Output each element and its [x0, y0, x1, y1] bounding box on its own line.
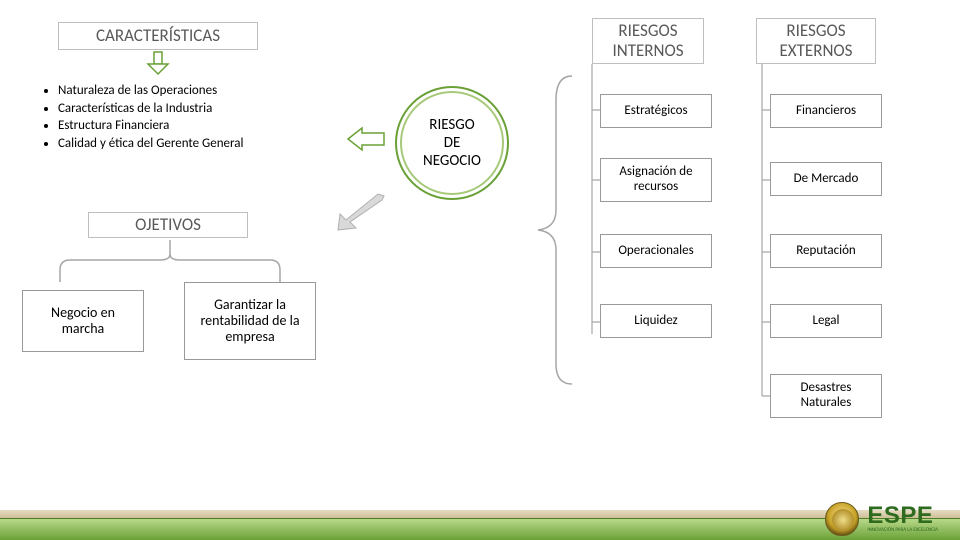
logo-text: ESPE — [867, 505, 938, 527]
interno-item: Asignación de recursos — [600, 158, 712, 202]
interno-item: Liquidez — [600, 304, 712, 338]
riesgos-internos-header: RIESGOS INTERNOS — [592, 18, 704, 64]
arrow-down-icon — [148, 52, 168, 76]
interno-4: Liquidez — [634, 314, 677, 329]
objetivos-title: OJETIVOS — [88, 212, 248, 238]
objetivos-title-text: OJETIVOS — [135, 215, 201, 235]
interno-2: Asignación de recursos — [609, 165, 703, 195]
logo-sub: INNOVACIÓN PARA LA EXCELENCIA — [867, 527, 938, 533]
interno-1: Estratégicos — [624, 104, 687, 119]
externo-1: Financieros — [796, 104, 856, 119]
list-item: Estructura Financiera — [58, 117, 290, 135]
interno-item: Estratégicos — [600, 94, 712, 128]
riesgo-circle: RIESGO DE NEGOCIO — [400, 91, 504, 195]
footer: ESPE INNOVACIÓN PARA LA EXCELENCIA — [0, 502, 960, 540]
arrow-left-icon — [348, 128, 386, 150]
footer-green-strip — [0, 518, 960, 540]
riesgo-circle-label: RIESGO DE NEGOCIO — [423, 116, 481, 170]
list-item: Calidad y ética del Gerente General — [58, 135, 290, 153]
objetivo-box-2: Garantizar la rentabilidad de la empresa — [184, 282, 316, 360]
objetivo-1-text: Negocio en marcha — [31, 305, 135, 337]
caracteristicas-title: CARACTERÍSTICAS — [58, 22, 258, 50]
riesgos-externos-text: RIESGOS EXTERNOS — [780, 21, 853, 60]
interno-tree — [582, 64, 602, 344]
externo-2: De Mercado — [794, 172, 859, 187]
list-item: Características de la Industria — [58, 100, 290, 118]
riesgos-internos-text: RIESGOS INTERNOS — [612, 21, 683, 60]
externo-item: Financieros — [770, 94, 882, 128]
list-item: Naturaleza de las Operaciones — [58, 82, 290, 100]
externo-tree — [752, 64, 772, 404]
caracteristicas-title-text: CARACTERÍSTICAS — [96, 26, 220, 46]
logo-shield-icon — [825, 502, 859, 536]
externo-item: Desastres Naturales — [770, 374, 882, 418]
logo: ESPE INNOVACIÓN PARA LA EXCELENCIA — [825, 502, 938, 536]
externo-item: De Mercado — [770, 162, 882, 196]
interno-item: Operacionales — [600, 234, 712, 268]
objetivo-box-1: Negocio en marcha — [22, 290, 144, 352]
footer-tan-strip — [0, 510, 960, 518]
interno-3: Operacionales — [618, 244, 693, 259]
big-bracket-icon — [532, 70, 576, 390]
externo-item: Legal — [770, 304, 882, 338]
objetivo-2-text: Garantizar la rentabilidad de la empresa — [193, 297, 307, 345]
externo-5: Desastres Naturales — [779, 381, 873, 411]
caracteristicas-list: Naturaleza de las Operaciones Caracterís… — [40, 82, 290, 152]
arrow-diag-icon — [338, 194, 388, 230]
externo-item: Reputación — [770, 234, 882, 268]
riesgos-externos-header: RIESGOS EXTERNOS — [756, 18, 876, 64]
externo-3: Reputación — [796, 244, 856, 259]
externo-4: Legal — [812, 314, 839, 329]
